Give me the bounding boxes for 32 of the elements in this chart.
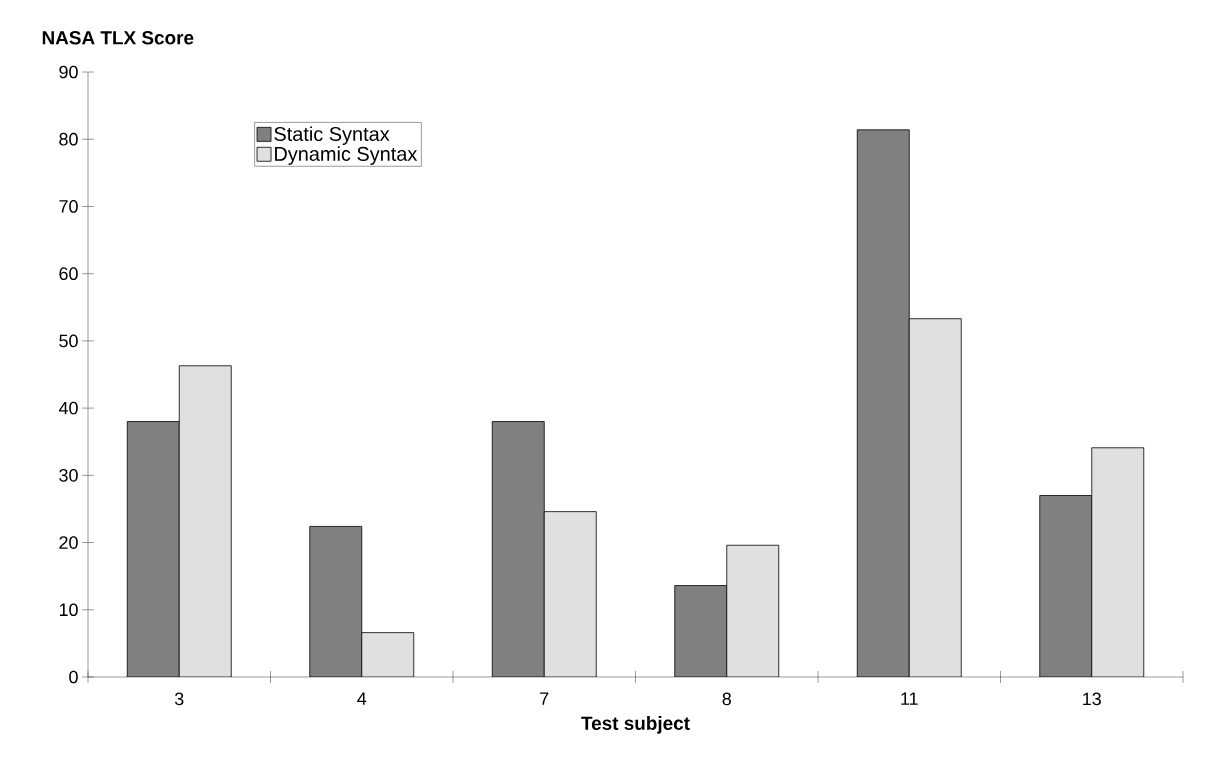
x-tick-label: 3 bbox=[174, 692, 184, 706]
y-tick-label: 40 bbox=[58, 401, 78, 415]
y-tick-label: 50 bbox=[59, 334, 78, 348]
y-tick-label: 0 bbox=[69, 670, 78, 684]
x-tick-label: 13 bbox=[1083, 692, 1101, 706]
y-tick-label: 20 bbox=[59, 536, 78, 549]
bar bbox=[856, 129, 910, 677]
bar bbox=[491, 421, 545, 677]
bar bbox=[908, 318, 962, 677]
legend-label: Static Syntax bbox=[274, 126, 390, 145]
bar bbox=[1091, 447, 1145, 677]
y-axis-title: NASA TLX Score bbox=[42, 31, 194, 45]
x-axis-title: Test subject bbox=[581, 716, 690, 734]
y-tick-label: 80 bbox=[59, 132, 78, 146]
y-tick-label: 70 bbox=[59, 200, 78, 213]
legend-label: Dynamic Syntax bbox=[275, 146, 418, 165]
x-tick-label: 8 bbox=[722, 692, 731, 706]
x-tick-label: 11 bbox=[901, 692, 918, 705]
bar bbox=[674, 585, 728, 677]
y-tick-label: 60 bbox=[59, 267, 78, 281]
bar bbox=[361, 632, 415, 677]
x-tick-label: 7 bbox=[540, 692, 549, 705]
bar bbox=[178, 365, 232, 677]
bar bbox=[309, 526, 363, 677]
y-tick-label: 10 bbox=[59, 603, 78, 617]
bar bbox=[1039, 495, 1093, 677]
x-tick-label: 4 bbox=[357, 692, 367, 705]
bar bbox=[726, 544, 780, 677]
y-tick-label: 90 bbox=[59, 65, 78, 79]
bar bbox=[126, 421, 180, 677]
y-tick-label: 30 bbox=[59, 468, 78, 482]
bar bbox=[543, 511, 597, 677]
